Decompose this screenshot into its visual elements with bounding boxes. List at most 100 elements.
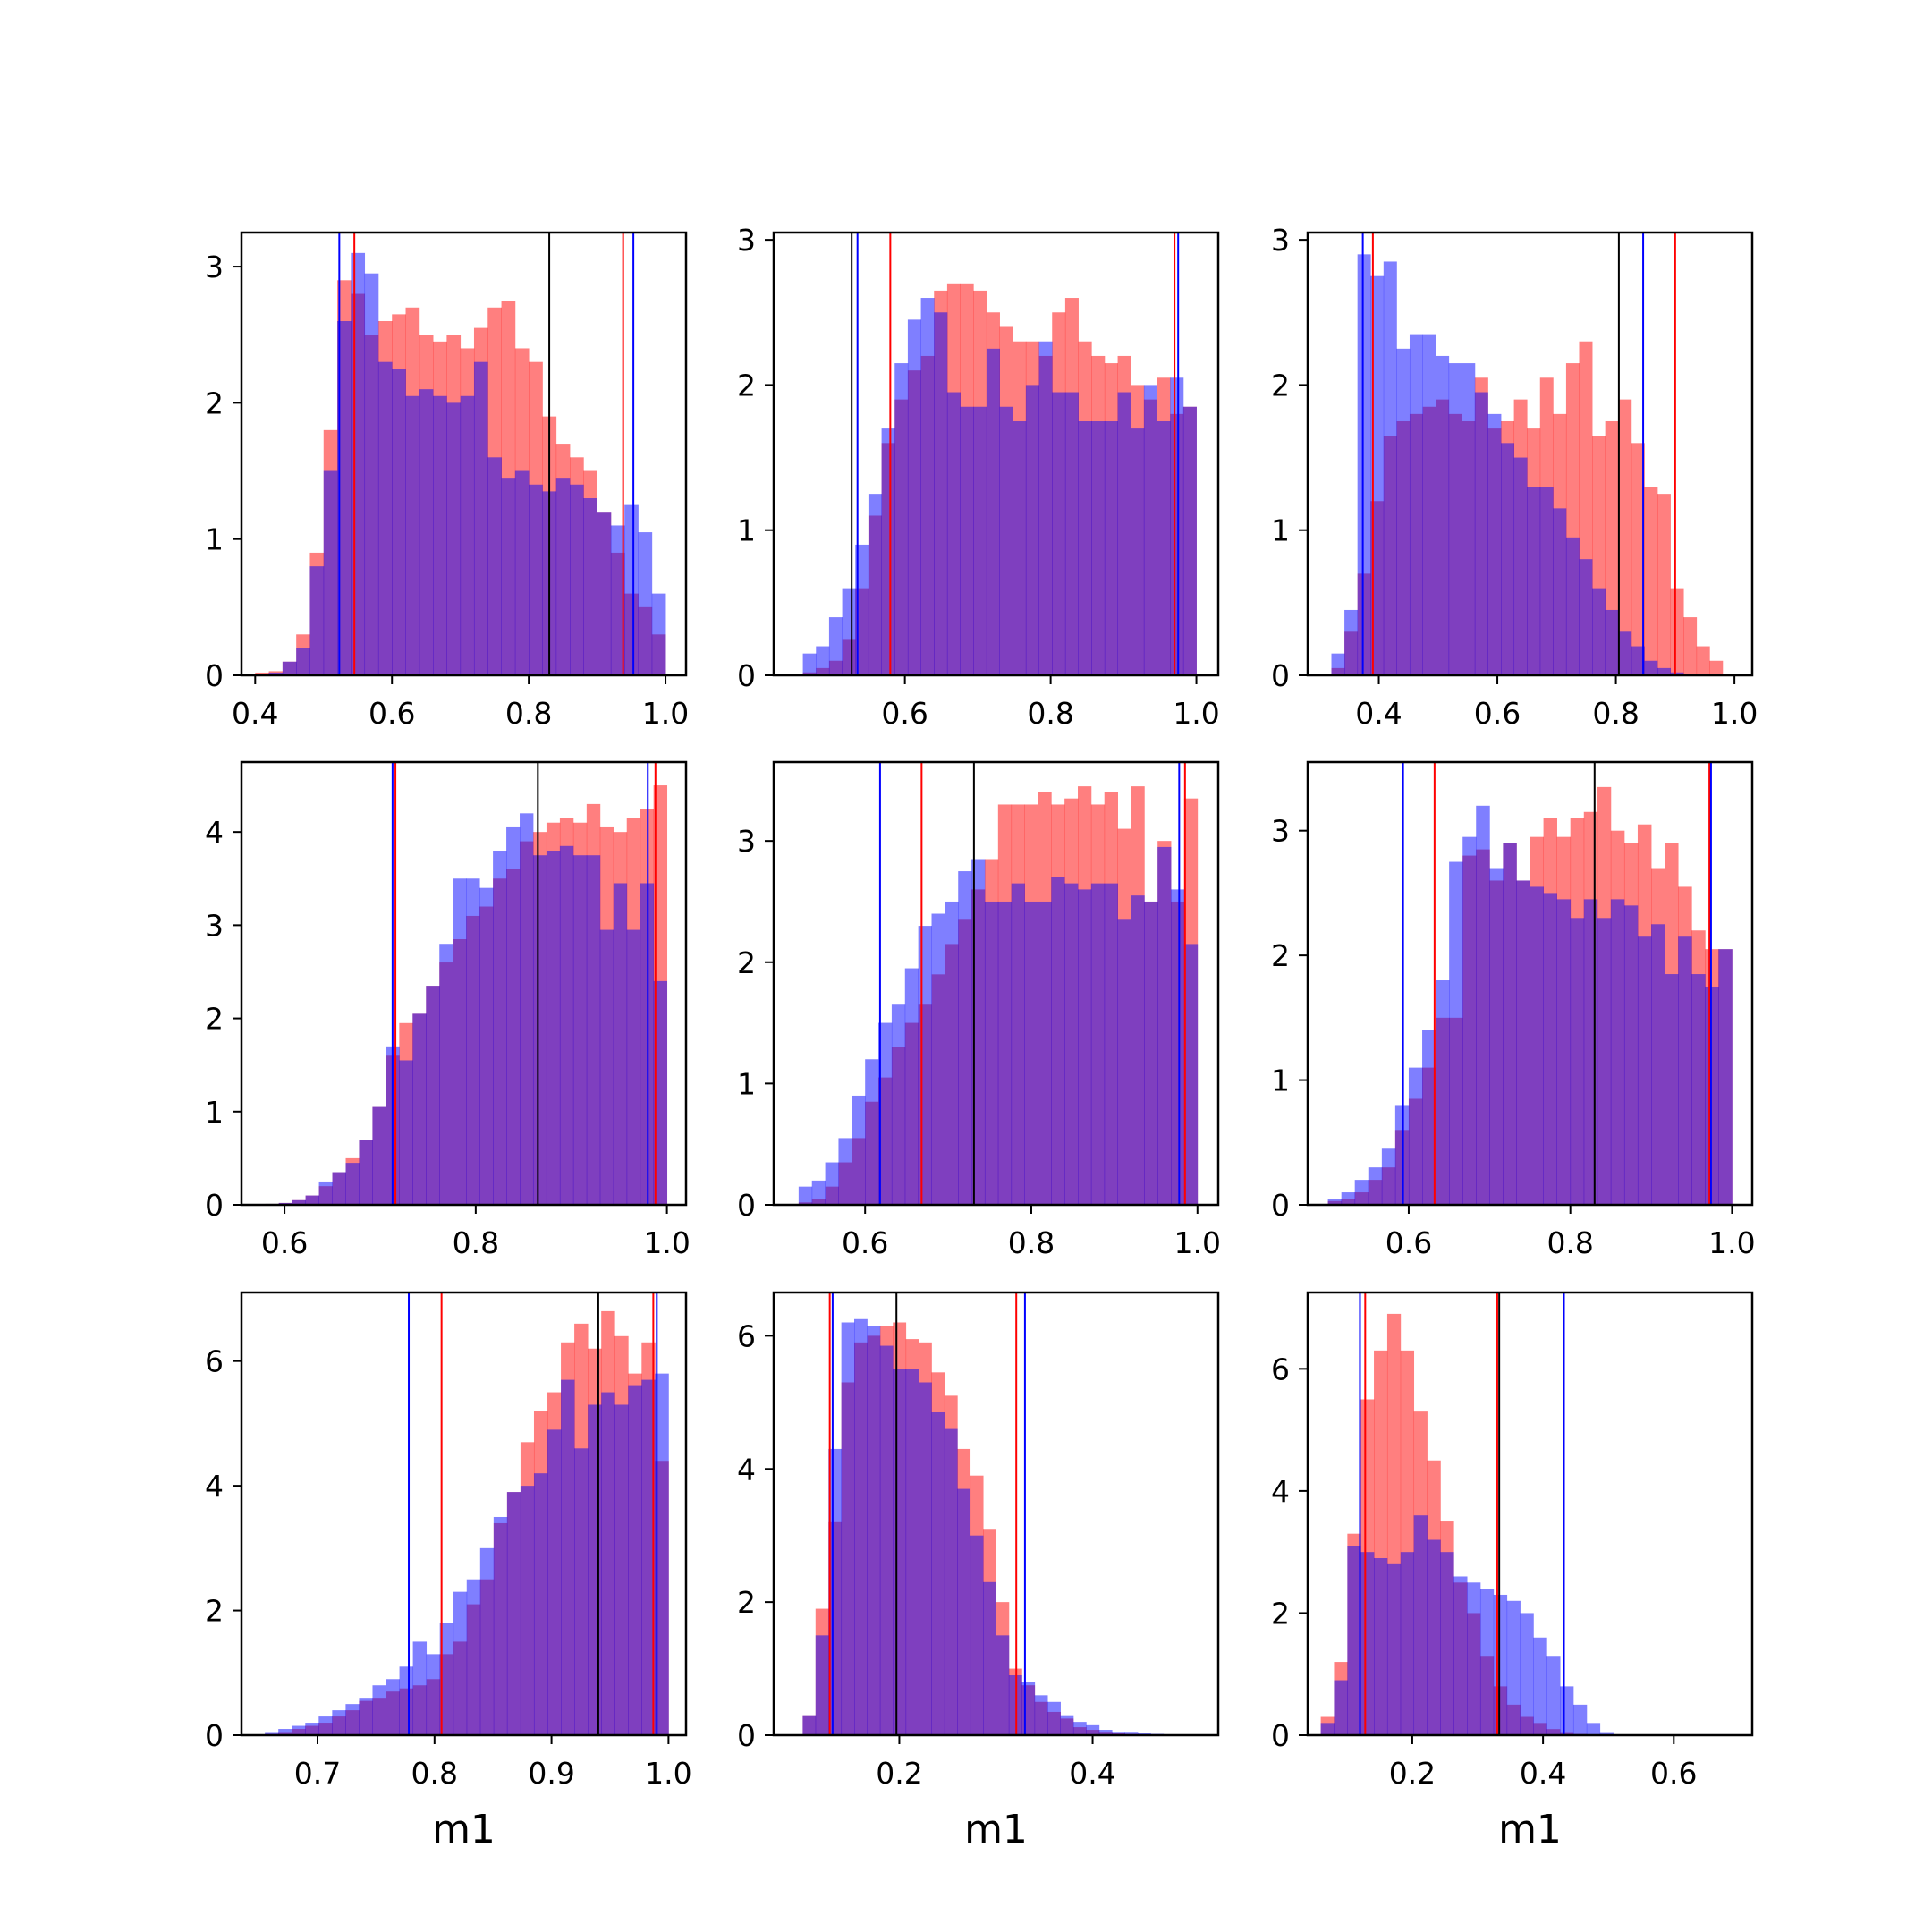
blue-histogram-bar <box>878 1022 893 1205</box>
plot-area <box>1327 762 1733 1205</box>
x-axis-label: m1 <box>432 1807 496 1852</box>
x-tick-label: 0.6 <box>1474 696 1521 731</box>
blue-histogram-bar <box>1440 1552 1454 1735</box>
y-tick-label: 4 <box>737 1452 756 1487</box>
blue-histogram-bar <box>1025 385 1039 675</box>
blue-histogram-bar <box>1400 1552 1415 1735</box>
blue-histogram-bar <box>337 321 352 675</box>
y-tick-label: 1 <box>205 522 224 557</box>
blue-histogram-bar <box>1487 413 1502 675</box>
blue-histogram-bar <box>970 1535 984 1735</box>
y-tick-label: 0 <box>1271 1188 1290 1223</box>
blue-histogram-bar <box>1539 487 1554 675</box>
blue-histogram-bar <box>854 1318 868 1735</box>
blue-histogram-bar <box>610 525 625 675</box>
blue-histogram-bar <box>1341 1192 1356 1205</box>
x-tick-label: 1.0 <box>643 1225 690 1260</box>
blue-histogram-bar <box>439 1623 454 1735</box>
blue-histogram-bar <box>1374 1558 1388 1735</box>
blue-histogram-bar <box>802 1715 817 1735</box>
blue-histogram-bar <box>305 1195 319 1205</box>
blue-histogram-bar <box>323 470 338 675</box>
blue-histogram-bar <box>1530 886 1544 1205</box>
red-histogram-bar <box>1670 588 1684 675</box>
blue-histogram-bar <box>1117 392 1131 675</box>
blue-histogram-bar <box>1091 420 1106 675</box>
y-tick-label: 0 <box>205 658 224 693</box>
blue-histogram-bar <box>613 883 628 1205</box>
blue-histogram-bar <box>561 1379 575 1735</box>
blue-histogram-bar <box>1038 341 1053 675</box>
blue-histogram-bar <box>651 593 666 675</box>
y-tick-label: 6 <box>737 1318 756 1353</box>
blue-histogram-bar <box>1474 392 1488 675</box>
y-tick-label: 1 <box>1271 513 1290 548</box>
axes-frame <box>1306 1291 1754 1737</box>
blue-histogram-bar <box>628 1385 642 1735</box>
blue-histogram-bar <box>487 457 502 675</box>
blue-histogram-bar <box>1427 1539 1441 1735</box>
blue-histogram-bar <box>268 672 284 675</box>
x-tick-label: 0.8 <box>453 1225 499 1260</box>
blue-histogram-bar <box>547 1429 562 1735</box>
blue-histogram-bar <box>520 813 534 1205</box>
plot-area <box>1331 233 1724 675</box>
blue-histogram-bar <box>493 1516 508 1735</box>
blue-histogram-bar <box>506 1492 521 1735</box>
blue-histogram-bar <box>453 878 467 1205</box>
x-tick-label: 0.6 <box>842 1225 888 1260</box>
blue-histogram-bar <box>1543 893 1557 1205</box>
red-histogram-bar <box>1631 443 1645 675</box>
blue-histogram-bar <box>292 1199 307 1205</box>
axes-frame <box>240 231 688 677</box>
blue-histogram-bar <box>1060 1715 1074 1735</box>
blue-histogram-bar <box>1117 919 1131 1205</box>
blue-histogram-bar <box>816 646 830 675</box>
axes-frame <box>240 760 688 1207</box>
plot-area <box>265 762 668 1205</box>
blue-histogram-bar <box>501 478 516 675</box>
x-tick-label: 0.6 <box>261 1225 308 1260</box>
blue-histogram-bar <box>1370 275 1385 675</box>
plot-area <box>255 233 666 675</box>
x-tick-label: 1.0 <box>642 696 689 731</box>
blue-histogram-bar <box>1368 1167 1383 1205</box>
blue-histogram-bar <box>1462 836 1477 1205</box>
blue-histogram-bar <box>1572 1704 1588 1735</box>
blue-histogram-bar <box>1665 974 1679 1205</box>
blue-histogram-bar <box>983 1581 996 1735</box>
blue-histogram-bar <box>1078 889 1092 1205</box>
y-tick-label: 0 <box>737 1718 756 1753</box>
blue-histogram-bar <box>1104 883 1118 1205</box>
blue-histogram-bar <box>879 1345 894 1735</box>
y-tick-label: 2 <box>737 945 756 980</box>
blue-histogram-bar <box>1334 1680 1348 1735</box>
red-histogram-bar <box>1696 646 1710 675</box>
blue-histogram-bar <box>529 484 543 675</box>
blue-histogram-bar <box>944 1428 958 1735</box>
blue-histogram-bar <box>1038 901 1052 1205</box>
blue-histogram-bar <box>626 929 641 1205</box>
blue-histogram-bar <box>372 1106 386 1205</box>
blue-histogram-bar <box>907 319 921 675</box>
blue-histogram-bar <box>1078 420 1092 675</box>
y-tick-label: 0 <box>205 1188 224 1223</box>
blue-histogram-bar <box>1320 1723 1335 1735</box>
y-tick-label: 0 <box>737 658 756 693</box>
blue-histogram-bar <box>931 913 945 1205</box>
plot-area <box>802 233 1197 675</box>
blue-histogram-bar <box>1520 1613 1534 1735</box>
blue-histogram-bar <box>1408 1067 1423 1205</box>
blue-histogram-bar <box>479 1547 495 1735</box>
blue-histogram-bar <box>345 1163 360 1205</box>
blue-histogram-bar <box>1678 936 1692 1205</box>
x-tick-label: 0.9 <box>528 1756 574 1791</box>
blue-histogram-bar <box>359 1698 373 1735</box>
blue-histogram-bar <box>920 298 935 675</box>
x-tick-label: 0.2 <box>876 1756 922 1791</box>
blue-histogram-bar <box>946 392 961 675</box>
subplot-3: 0.4 0.6 0.8 1.0 0 1 2 3 <box>1271 223 1758 731</box>
blue-histogram-bar <box>278 1729 292 1735</box>
blue-histogram-bar <box>1513 457 1528 675</box>
